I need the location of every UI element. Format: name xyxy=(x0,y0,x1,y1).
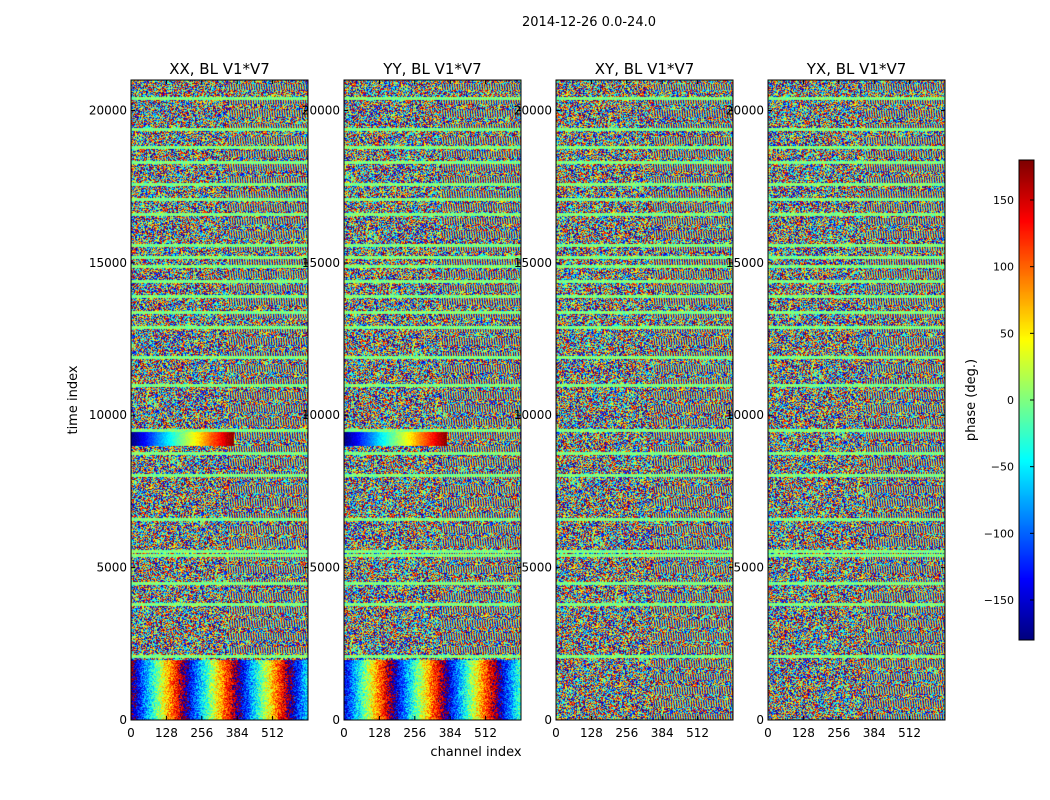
panel-1-title: XX, BL V1*V7 xyxy=(169,60,270,78)
panel-3-heatmap xyxy=(556,80,733,720)
panel-3-ytick-label-1: 5000 xyxy=(521,561,552,575)
panel-3-xtick-label-0: 0 xyxy=(552,726,560,740)
panel-2-title: YY, BL V1*V7 xyxy=(382,60,481,78)
colorbar-label: phase (deg.) xyxy=(964,359,979,441)
panel-2-xtick-label-1: 128 xyxy=(368,726,391,740)
panel-3-ytick-label-0: 0 xyxy=(544,713,552,727)
panel-1-ytick-label-1: 5000 xyxy=(96,561,127,575)
panels-group: XX, BL V1*V7 0 128 256 384 512 0 5000 10000 15000… xyxy=(89,60,946,740)
panel-4-xtick-label-0: 0 xyxy=(764,726,772,740)
panel-4-ytick-label-1: 5000 xyxy=(733,561,764,575)
panel-2-heatmap xyxy=(344,80,521,720)
colorbar-tick-label-1: −100 xyxy=(984,527,1014,540)
colorbar-tick-label-6: 150 xyxy=(993,194,1014,207)
panel-2-frame xyxy=(343,79,522,721)
panel-4-ytick-label-2: 10000 xyxy=(726,408,764,422)
panel-1-xtick-label-4: 512 xyxy=(261,726,284,740)
panel-3-ytick-label-2: 10000 xyxy=(514,408,552,422)
panel-4-xtick-label-1: 128 xyxy=(792,726,815,740)
panel-4-ytick-label-3: 15000 xyxy=(726,256,764,270)
panel-1-ytick-label-2: 10000 xyxy=(89,408,127,422)
panel-3-xtick-label-4: 512 xyxy=(686,726,709,740)
panel-4-ytick-label-4: 20000 xyxy=(726,103,764,117)
panel-3-xtick-label-2: 256 xyxy=(615,726,638,740)
colorbar-tick-label-2: −50 xyxy=(991,461,1014,474)
panel-2-ytick-label-4: 20000 xyxy=(302,103,340,117)
panel-2-ytick-label-2: 10000 xyxy=(302,408,340,422)
panel-3-xtick-label-3: 384 xyxy=(651,726,674,740)
panel-2-ytick-label-3: 15000 xyxy=(302,256,340,270)
panel-1: XX, BL V1*V7 0 128 256 384 512 0 5000 10000 15000… xyxy=(89,60,309,740)
colorbar-tick-label-3: 0 xyxy=(1007,394,1014,407)
panel-4-frame xyxy=(767,79,946,721)
panel-1-xtick-label-2: 256 xyxy=(190,726,213,740)
colorbar: −150 −100 −50 0 50 100 150 phase (deg.) xyxy=(964,159,1035,641)
panel-4: YX, BL V1*V7 0 128 256 384 512 0 5000 10000 15000… xyxy=(726,60,946,740)
panel-4-xtick-label-4: 512 xyxy=(898,726,921,740)
panel-3: XY, BL V1*V7 0 128 256 384 512 0 5000 10000 15000… xyxy=(514,60,734,740)
panel-2-xtick-label-2: 256 xyxy=(403,726,426,740)
panel-4-heatmap xyxy=(768,80,945,720)
colorbar-tick-label-5: 100 xyxy=(993,261,1014,274)
panel-4-ytick-label-0: 0 xyxy=(756,713,764,727)
panel-3-title: XY, BL V1*V7 xyxy=(595,60,695,78)
panel-2-ytick-label-1: 5000 xyxy=(309,561,340,575)
panel-3-ytick-label-4: 20000 xyxy=(514,103,552,117)
panel-2: YY, BL V1*V7 0 128 256 384 512 0 5000 10000 15000… xyxy=(302,60,522,740)
panel-3-frame xyxy=(555,79,734,721)
panel-4-title: YX, BL V1*V7 xyxy=(806,60,907,78)
panel-4-xtick-label-2: 256 xyxy=(827,726,850,740)
colorbar-gradient xyxy=(1019,160,1034,640)
panel-1-xtick-label-0: 0 xyxy=(127,726,135,740)
panel-2-xtick-label-4: 512 xyxy=(474,726,497,740)
panel-1-frame xyxy=(130,79,309,721)
panel-1-ytick-label-0: 0 xyxy=(119,713,127,727)
panel-3-ytick-label-3: 15000 xyxy=(514,256,552,270)
panel-2-xtick-label-3: 384 xyxy=(439,726,462,740)
figure-suptitle: 2014-12-26 0.0-24.0 xyxy=(522,15,656,30)
x-axis-label: channel index xyxy=(430,745,521,760)
colorbar-tick-label-4: 50 xyxy=(1000,327,1014,340)
colorbar-tick-label-0: −150 xyxy=(984,594,1014,607)
panel-1-xtick-label-1: 128 xyxy=(155,726,178,740)
panel-2-xtick-label-0: 0 xyxy=(340,726,348,740)
panel-4-xtick-label-3: 384 xyxy=(863,726,886,740)
y-axis-label: time index xyxy=(66,365,81,434)
panel-1-ytick-label-3: 15000 xyxy=(89,256,127,270)
panel-3-xtick-label-1: 128 xyxy=(580,726,603,740)
panel-1-xtick-label-3: 384 xyxy=(226,726,249,740)
panel-1-ytick-label-4: 20000 xyxy=(89,103,127,117)
panel-2-ytick-label-0: 0 xyxy=(332,713,340,727)
panel-1-heatmap xyxy=(131,80,308,720)
